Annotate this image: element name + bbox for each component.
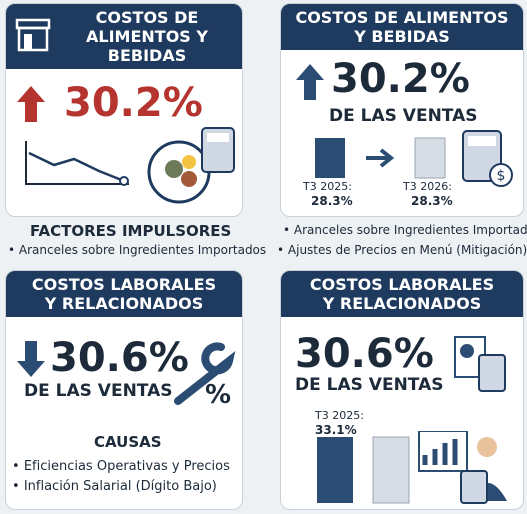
header-line: ALIMENTOS Y (86, 27, 208, 46)
down-arrow (17, 341, 45, 377)
header-line: Y RELACIONADOS (44, 294, 204, 313)
svg-text:$: $ (497, 168, 506, 184)
bar-value: 33.1% (315, 423, 357, 437)
header-line: COSTOS DE (95, 8, 199, 27)
bullet-text: Eficiencias Operativas y Precios (23, 459, 230, 474)
trend-icon (25, 141, 129, 186)
percent: 30.2% (331, 56, 470, 102)
bar-label: T3 2026: (403, 180, 452, 193)
bar-label: T3 2025: (303, 180, 352, 193)
subtitle: DE LAS VENTAS (24, 381, 173, 401)
bars-icon (317, 431, 507, 504)
calculator-icon: $ (462, 130, 513, 187)
bullet: • Aranceles sobre Ingredientes Importado… (8, 243, 267, 257)
bullet: • Aranceles sobre Ingredientes Importado… (283, 223, 527, 237)
bullet: • Ajustes de Precios en Menú (Mitigación… (277, 243, 527, 257)
subtitle: DE LAS VENTAS (329, 106, 478, 126)
bullet: • Inflación Salarial (Dígito Bajo) (12, 479, 217, 494)
header-line: COSTOS LABORALES (31, 275, 217, 294)
card: COSTOS DE ALIMENTOS Y BEBIDAS 30.2% DE L… (280, 3, 524, 217)
header-line: COSTOS LABORALES (309, 275, 495, 294)
header-line: Y BEBIDAS (354, 27, 450, 46)
bullet-text: Aranceles sobre Ingredientes Importados (18, 243, 267, 257)
card-header: COSTOS LABORALES Y RELACIONADOS (6, 271, 242, 317)
header-line: BEBIDAS (107, 46, 187, 65)
up-arrow (296, 64, 324, 100)
wrench-icon: % (174, 342, 236, 410)
bar-value: 28.3% (411, 194, 453, 208)
header-line: Y RELACIONADOS (322, 294, 482, 313)
card-header: COSTOS DE ALIMENTOS Y BEBIDAS (6, 4, 242, 69)
bar-label: T3 2025: (315, 409, 364, 422)
report-icon (454, 336, 506, 392)
card: COSTOS DE ALIMENTOS Y BEBIDAS 30.2% (5, 3, 243, 217)
up-arrow (17, 86, 45, 122)
bars-icon (315, 137, 446, 179)
subtitle: DE LAS VENTAS (295, 375, 444, 395)
bar-value: 28.3% (311, 194, 353, 208)
plate-calc-icon (147, 127, 235, 204)
percent: 30.2% (64, 80, 203, 126)
bullet-text: Ajustes de Precios en Menú (Mitigación) (287, 243, 527, 257)
percent: 30.6% (295, 331, 434, 377)
bullet-text: Aranceles sobre Ingredientes Importados (293, 223, 527, 237)
card: COSTOS LABORALES Y RELACIONADOS 30.6% DE… (280, 270, 524, 510)
card-header: COSTOS DE ALIMENTOS Y BEBIDAS (281, 4, 523, 50)
card-header: COSTOS LABORALES Y RELACIONADOS (281, 271, 523, 317)
percent: 30.6% (50, 335, 189, 381)
section-title: FACTORES IMPULSORES (30, 222, 232, 240)
section-title: CAUSAS (94, 433, 162, 451)
header-line: COSTOS DE ALIMENTOS (295, 8, 509, 27)
store-icon (15, 18, 51, 52)
card: COSTOS LABORALES Y RELACIONADOS 30.6% DE… (5, 270, 243, 510)
bullet-text: Inflación Salarial (Dígito Bajo) (23, 479, 217, 494)
icon-text: % (205, 380, 231, 410)
bullet: • Eficiencias Operativas y Precios (12, 459, 230, 474)
